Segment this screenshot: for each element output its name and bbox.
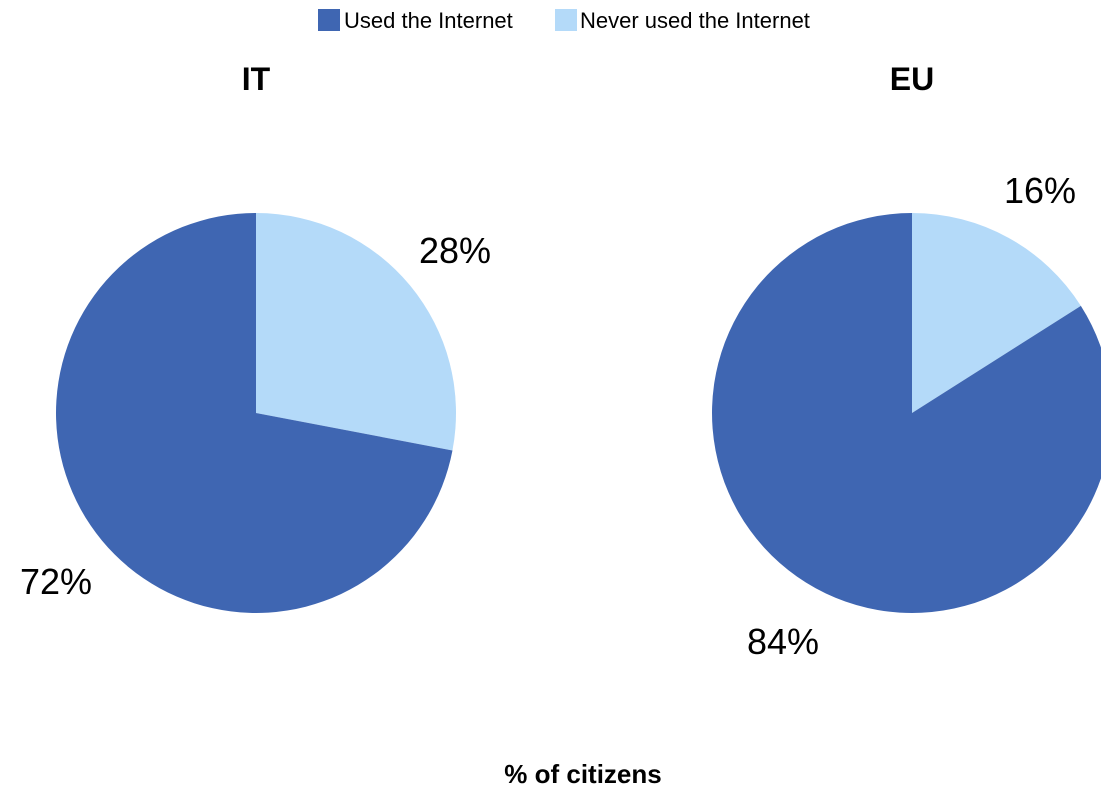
pie-eu-label-never: 16% <box>1004 170 1076 211</box>
pie-title-it: IT <box>242 61 271 97</box>
pie-it-slice-used <box>56 213 453 613</box>
legend: Used the Internet Never used the Interne… <box>318 8 810 33</box>
pie-eu-label-used: 84% <box>747 621 819 662</box>
pie-it: IT 28% 72% <box>20 61 491 613</box>
pie-eu-slice-used <box>712 213 1101 613</box>
pie-it-label-never: 28% <box>419 230 491 271</box>
legend-swatch-never <box>555 9 577 31</box>
pie-title-eu: EU <box>890 61 934 97</box>
legend-label-never: Never used the Internet <box>580 8 810 33</box>
pie-eu-slice-never <box>912 213 1081 413</box>
pie-it-slice-never <box>256 212 457 451</box>
pie-it-label-used: 72% <box>20 561 92 602</box>
legend-label-used: Used the Internet <box>344 8 513 33</box>
pie-eu: EU 16% 84% <box>712 61 1101 662</box>
legend-swatch-used <box>318 9 340 31</box>
footer-caption: % of citizens <box>504 759 661 789</box>
